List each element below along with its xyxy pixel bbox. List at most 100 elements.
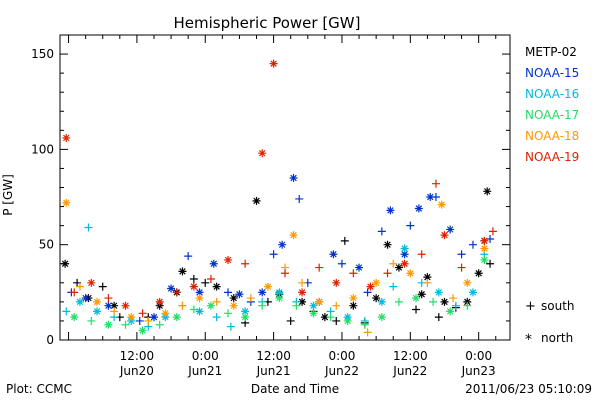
data-point-south — [449, 294, 458, 303]
x-tick-date-label: Jun22 — [392, 364, 427, 378]
data-point-north — [263, 282, 272, 291]
data-point-north — [298, 288, 307, 297]
data-point-north — [394, 263, 403, 272]
south-symbol: + — [525, 299, 536, 314]
data-point-south — [292, 301, 301, 310]
data-point-north — [400, 244, 409, 253]
data-point-north — [269, 59, 278, 68]
data-point-south — [434, 313, 443, 322]
legend-item: NOAA-18 — [525, 129, 579, 143]
data-point-north — [309, 301, 318, 310]
data-point-north — [278, 240, 287, 249]
north-label: north — [541, 331, 573, 345]
y-axis-ticks: 0 50 100 150 — [31, 34, 510, 347]
data-point-north — [349, 294, 358, 303]
data-point-north — [480, 236, 489, 245]
data-point-south — [178, 301, 187, 310]
plot-credit: Plot: CCMC — [6, 382, 72, 396]
x-tick-label: 0:00 — [328, 349, 355, 363]
data-point-north — [440, 231, 449, 240]
data-point-north — [104, 301, 113, 310]
data-point-north — [400, 250, 409, 259]
data-point-south — [135, 316, 144, 325]
data-point-south — [457, 263, 466, 272]
data-point-south — [431, 193, 440, 202]
x-tick-label: 12:00 — [256, 349, 291, 363]
data-point-north — [235, 290, 244, 299]
data-point-north — [195, 288, 204, 297]
data-point-north — [75, 297, 84, 306]
data-point-north — [377, 297, 386, 306]
data-point-south — [377, 227, 386, 236]
data-point-south — [463, 301, 472, 310]
data-point-south — [84, 223, 93, 232]
data-point-north — [229, 301, 238, 310]
data-point-south — [212, 297, 221, 306]
data-point-north — [258, 288, 267, 297]
data-point-north — [70, 313, 79, 322]
data-point-north — [275, 288, 284, 297]
data-point-north — [434, 288, 443, 297]
data-point-south — [155, 320, 164, 329]
plot-frame — [59, 34, 511, 341]
data-point-north — [414, 204, 423, 213]
data-point-south — [258, 301, 267, 310]
data-point-north — [161, 309, 170, 318]
data-point-south — [281, 269, 289, 278]
data-point-north — [329, 250, 338, 259]
data-point-north — [440, 297, 449, 306]
data-point-north — [480, 244, 489, 253]
data-point-north — [474, 269, 483, 278]
data-point-north — [309, 309, 318, 318]
legend: METP-02 NOAA-15 NOAA-16 NOAA-17 NOAA-18 NOAA-… — [525, 45, 579, 164]
data-point-north — [93, 297, 102, 306]
data-point-north — [229, 294, 238, 303]
data-point-north — [483, 187, 492, 196]
data-point-north — [241, 313, 250, 322]
x-tick-label: 0:00 — [192, 349, 219, 363]
data-point-north — [93, 307, 102, 316]
data-point-south — [363, 288, 372, 297]
data-point-north — [372, 278, 381, 287]
x-tick-date-label: Jun23 — [461, 364, 496, 378]
data-point-south — [226, 322, 235, 331]
data-point-south — [457, 250, 466, 259]
data-point-south — [349, 269, 358, 278]
data-point-north — [62, 133, 71, 142]
data-point-north — [178, 267, 187, 276]
data-point-south — [383, 269, 392, 278]
data-point-north — [127, 313, 136, 322]
data-point-south — [189, 305, 198, 314]
data-point-north — [167, 284, 176, 293]
data-point-south — [87, 316, 96, 325]
data-point-north — [189, 282, 198, 291]
x-tick-date-label: Jun22 — [324, 364, 359, 378]
data-point-north — [289, 231, 298, 240]
data-point-south — [326, 313, 335, 322]
data-point-south — [468, 240, 477, 249]
data-point-north — [343, 316, 352, 325]
data-point-south — [332, 301, 341, 310]
data-point-south — [189, 275, 198, 283]
plot-border — [59, 34, 511, 341]
data-point-south — [295, 194, 304, 203]
y-tick-label: 150 — [31, 47, 54, 61]
data-point-north — [195, 294, 204, 303]
data-point-south — [62, 307, 71, 316]
x-axis-ticks: 12:00Jun200:00Jun2112:00Jun210:00Jun2212… — [68, 35, 497, 378]
data-point-north — [149, 313, 158, 322]
data-point-south — [417, 250, 426, 259]
data-point-north — [400, 259, 409, 268]
data-point-south — [423, 278, 432, 287]
data-point-south — [406, 221, 415, 230]
data-point-north — [468, 288, 477, 297]
data-point-south — [332, 316, 341, 325]
data-point-north — [110, 301, 119, 310]
data-point-north — [446, 225, 455, 234]
data-point-south — [70, 288, 79, 297]
data-point-south — [224, 309, 233, 318]
data-point-south — [360, 320, 369, 329]
y-axis-label: P [GW] — [1, 174, 15, 216]
symbol-legend: + south * north — [525, 299, 575, 348]
data-point-south — [98, 282, 107, 291]
